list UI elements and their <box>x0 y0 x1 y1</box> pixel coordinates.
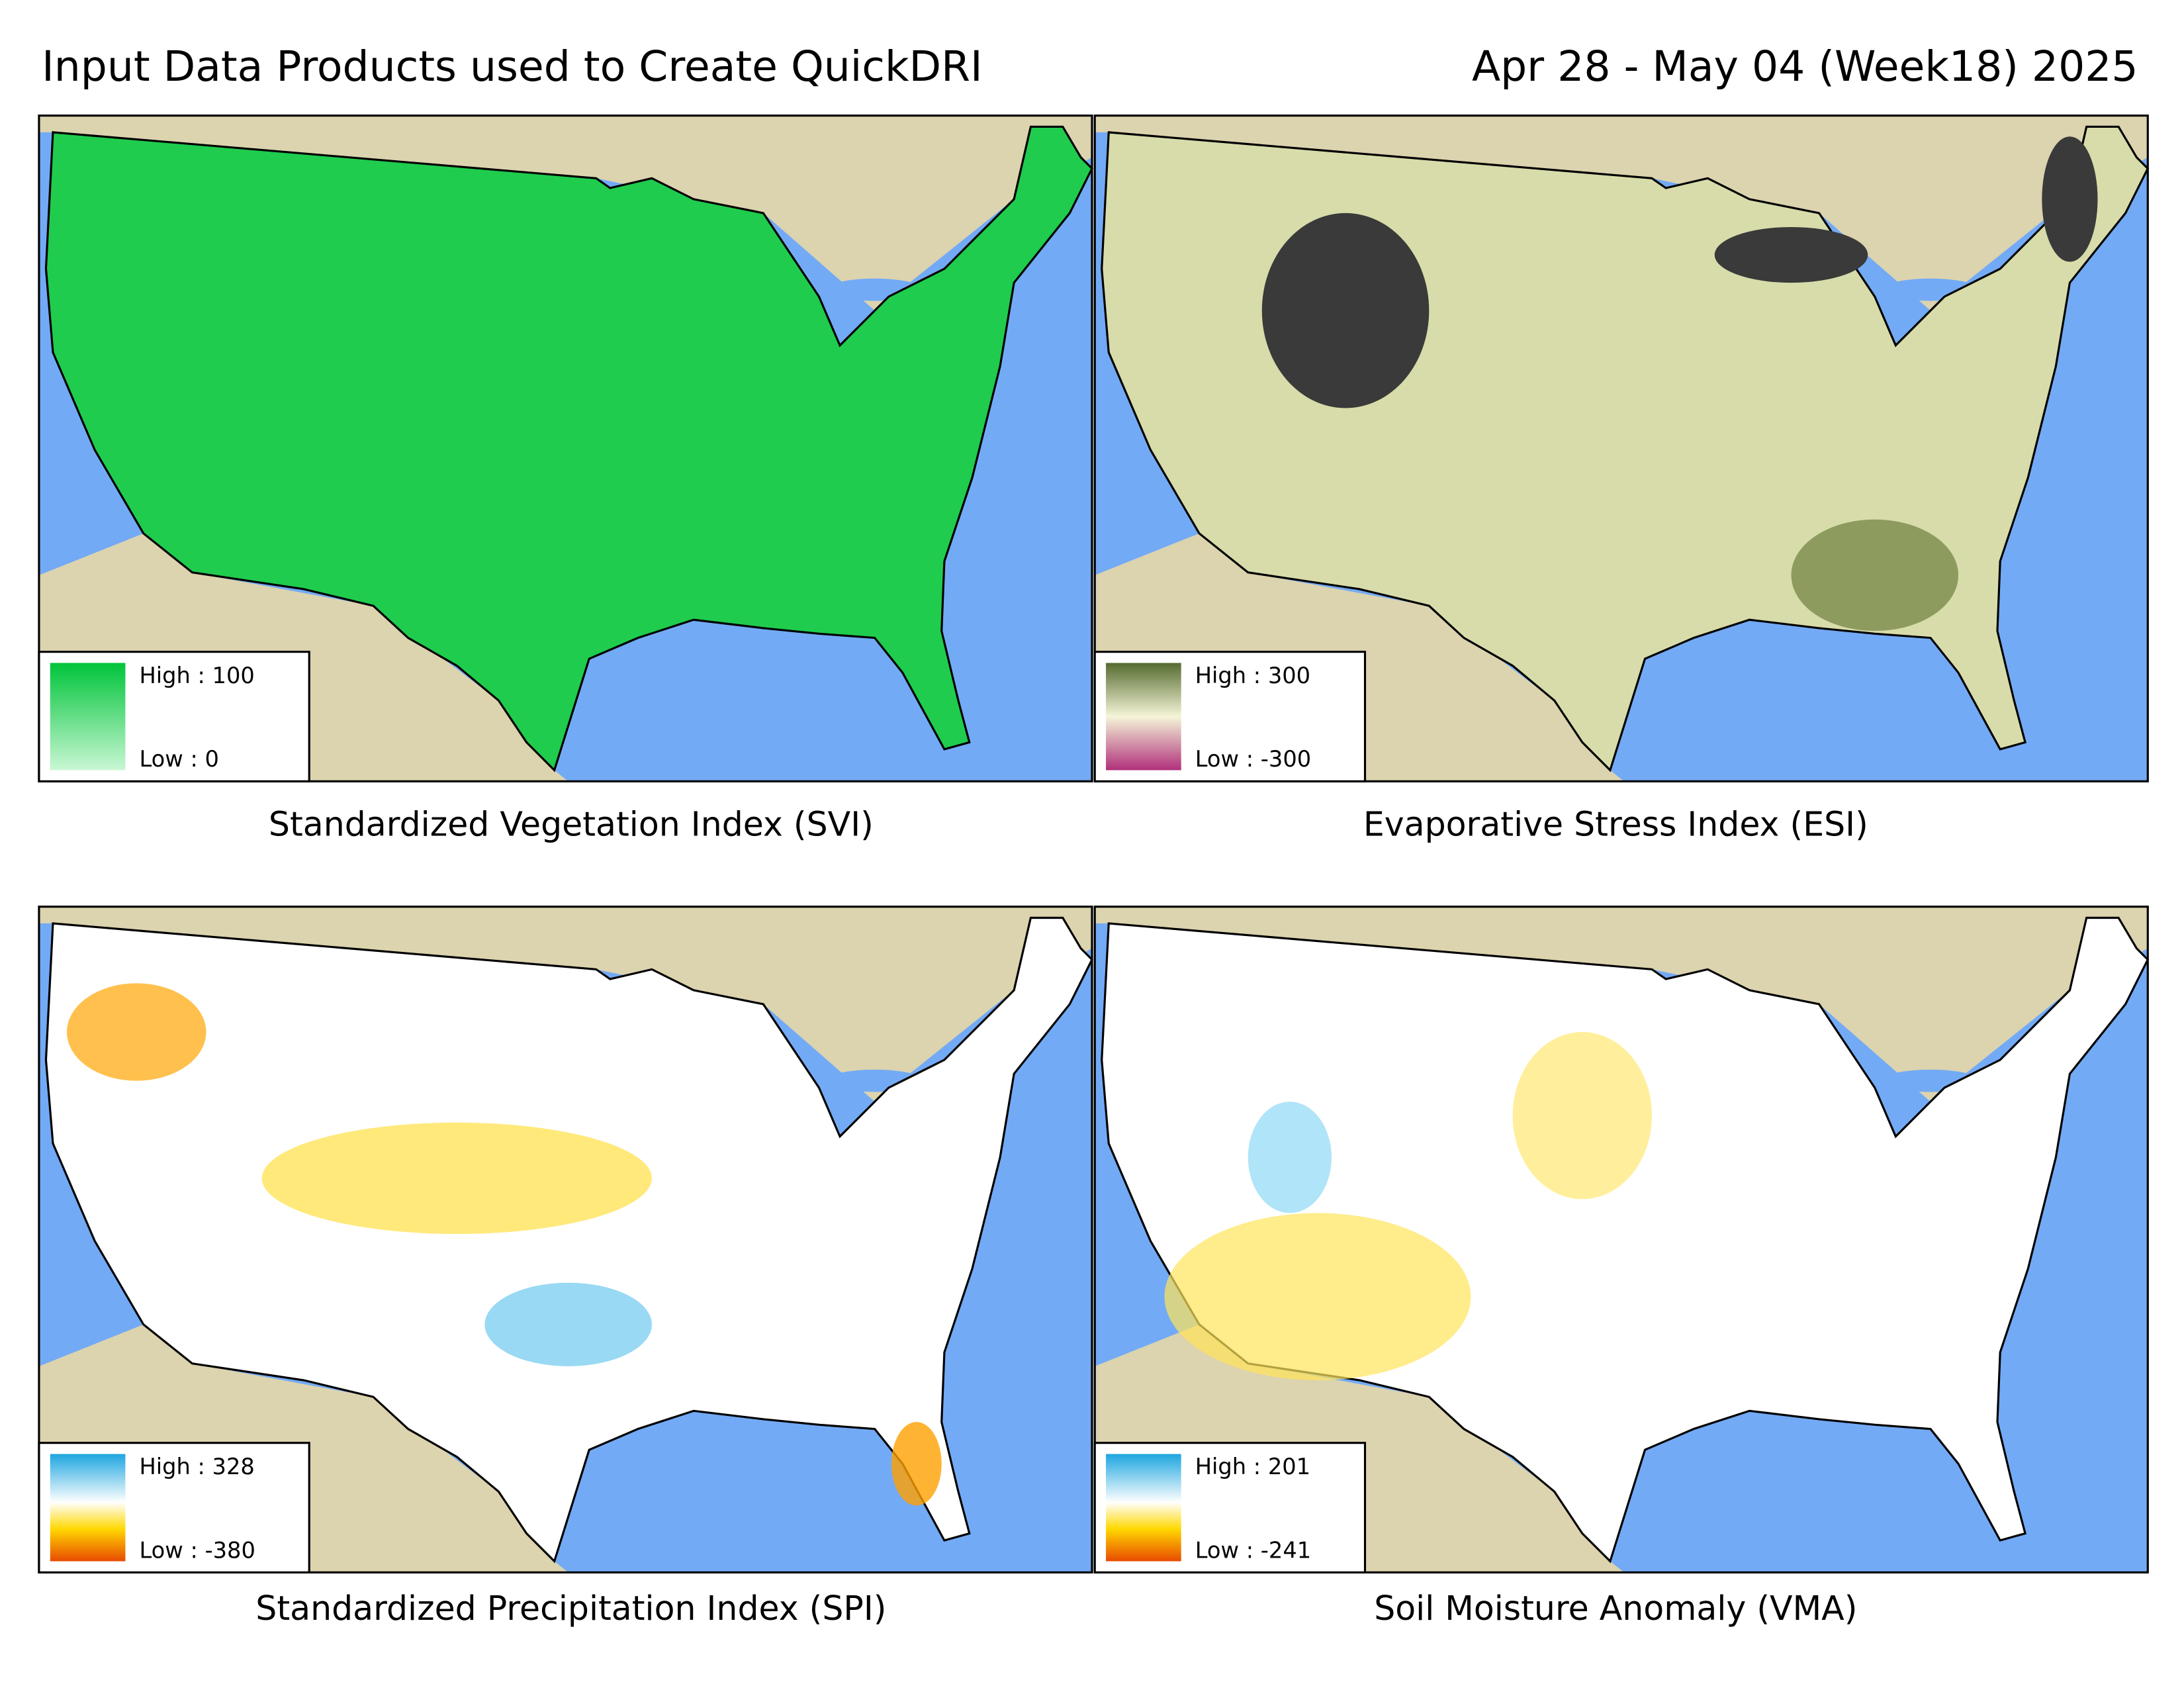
legend-high: High : 201 <box>1195 1454 1310 1479</box>
map-panel: High : 201 Low : -241 <box>1093 906 2149 1573</box>
panel-title: Soil Moisture Anomaly (VMA) <box>1374 1589 1857 1628</box>
legend-high: High : 100 <box>139 663 254 688</box>
map-panel: High : 100 Low : 0 <box>38 115 1093 782</box>
legend-low: Low : -241 <box>1195 1537 1311 1563</box>
panel-title: Standardized Vegetation Index (SVI) <box>269 804 874 843</box>
legend-low: Low : -380 <box>139 1537 255 1563</box>
header-date: Apr 28 - May 04 (Week18) 2025 <box>1472 42 2138 91</box>
map-panel: High : 328 Low : -380 <box>38 906 1093 1573</box>
panel-title: Evaporative Stress Index (ESI) <box>1363 804 1868 843</box>
header-title: Input Data Products used to Create Quick… <box>42 42 983 91</box>
legend-high: High : 328 <box>139 1454 254 1479</box>
panel-title: Standardized Precipitation Index (SPI) <box>255 1589 886 1628</box>
map-panel: High : 300 Low : -300 <box>1093 115 2149 782</box>
legend-high: High : 300 <box>1195 663 1310 688</box>
legend-low: Low : -300 <box>1195 746 1311 772</box>
legend-low: Low : 0 <box>139 746 218 772</box>
